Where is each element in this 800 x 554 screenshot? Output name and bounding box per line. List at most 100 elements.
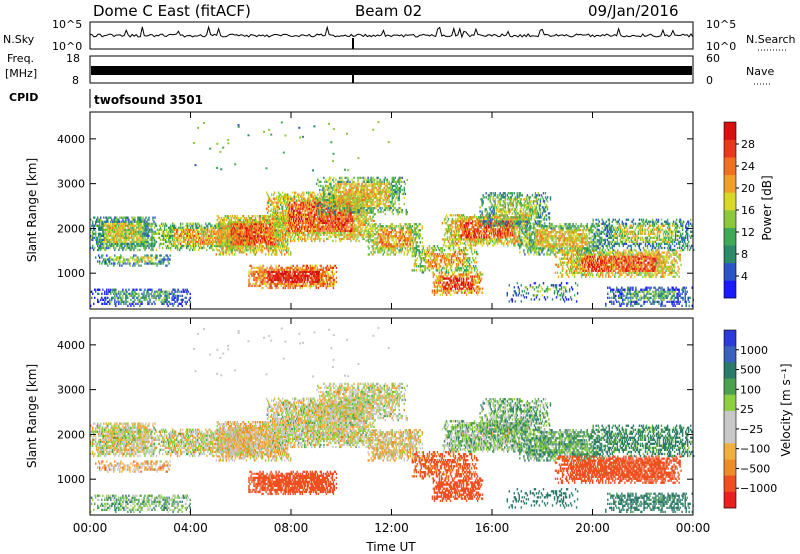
power-cell [299,193,301,196]
power-cell [170,228,173,231]
power-cell [238,221,241,224]
power-cell [246,247,249,250]
power-cell [122,262,124,265]
power-cell [153,232,156,236]
power-cell [144,240,146,244]
power-cell [144,218,146,221]
power-cell [102,224,104,227]
power-cell [236,243,239,246]
power-cell [235,221,238,224]
power-cell [169,232,172,236]
power-cell [254,215,257,218]
power-cell [235,243,238,246]
power-cell [240,223,243,226]
power-cell [273,205,276,208]
power-cell [103,228,105,231]
power-cell [264,229,267,232]
power-cell [189,234,191,238]
power-cell [145,216,147,219]
power-cell [330,280,333,284]
power-cell [116,216,118,219]
power-cell [159,228,162,231]
power-cell [142,218,144,221]
power-cell [307,227,309,231]
power-cell [95,238,97,242]
power-cell [176,236,179,240]
power-cell [129,264,131,267]
power-cell [143,224,145,227]
power-cell [154,222,157,225]
power-cell [172,240,175,244]
power-cell [315,235,317,239]
power-cell [286,249,288,252]
power-cell [182,226,184,229]
power-cell [209,236,211,240]
power-cell [133,226,135,229]
power-cell [320,237,322,241]
power-cell [106,240,108,244]
power-cell [170,240,173,244]
power-cell [189,236,191,240]
power-cell [107,234,109,238]
power-cell [195,236,197,240]
power-cell [309,286,312,290]
power-cell [216,237,219,240]
power-cell [264,253,267,256]
power-cell [177,236,180,240]
power-cell [238,231,241,234]
power-cell [329,233,331,237]
power-cell [233,253,236,256]
power-cell [119,234,121,238]
power-cell [155,240,158,244]
power-cell [173,232,176,236]
power-cell [157,230,160,233]
power-cell [350,239,352,243]
power-cell [186,246,188,250]
power-cell [141,230,143,233]
power-cell [189,224,191,227]
power-cell [122,232,124,236]
power-cell [111,218,113,221]
power-cell [92,230,94,233]
power-cell [286,245,288,248]
power-cell [260,243,263,246]
power-cell [259,282,261,286]
power-cell [176,232,179,236]
power-cell [140,244,142,248]
power-cell [142,216,144,219]
power-cell [275,249,278,252]
power-cell [122,228,124,231]
power-cell [182,222,184,225]
power-cell [293,268,295,272]
power-cell [269,231,272,235]
power-cell [140,228,142,231]
power-cell [107,220,109,223]
power-cell [171,236,174,240]
power-cell [232,225,235,228]
power-cell [310,199,312,202]
power-cell [121,226,123,229]
power-cell [191,234,193,238]
power-cell [197,232,199,236]
power-cell [222,251,225,254]
power-cell [145,240,147,244]
power-cell [311,213,313,216]
power-cell [95,232,97,236]
power-cell [110,232,112,236]
power-cell [144,220,146,223]
power-cell [296,284,298,288]
power-cell [187,224,189,227]
power-cell [233,237,236,240]
power-cell [124,220,126,223]
freq-strip: Freq. [MHz] 18 8 60 0 Nave [5,52,774,87]
power-cell [245,219,248,222]
power-cell [262,286,264,290]
power-cell [316,211,318,214]
power-cell [270,274,272,278]
power-cell [243,221,246,224]
power-cell [105,230,107,233]
power-cell [137,244,139,248]
power-cell [311,207,313,210]
power-cell [166,232,169,236]
power-cell [365,239,367,243]
